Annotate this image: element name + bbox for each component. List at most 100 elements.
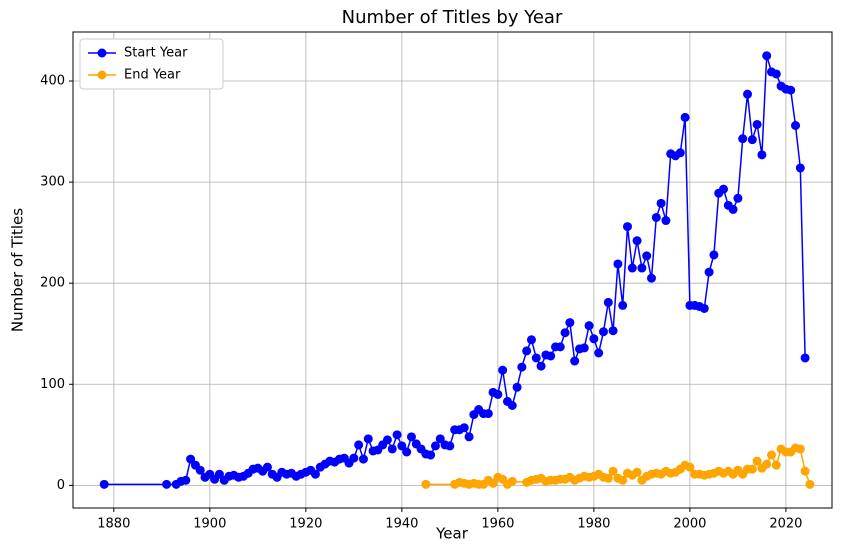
- legend-marker: [97, 70, 107, 80]
- data-point: [747, 135, 757, 145]
- data-point: [767, 450, 777, 460]
- data-point: [445, 441, 455, 451]
- data-point: [522, 346, 532, 356]
- data-point: [531, 353, 541, 363]
- data-point: [186, 454, 196, 464]
- data-point: [743, 89, 753, 99]
- data-point: [791, 121, 801, 131]
- data-point: [555, 342, 565, 352]
- data-point: [310, 469, 320, 479]
- data-point: [162, 479, 172, 489]
- data-point: [488, 478, 498, 488]
- x-tick-label: 1940: [385, 517, 418, 532]
- data-point: [358, 454, 368, 464]
- data-point: [786, 85, 796, 95]
- data-point: [570, 356, 580, 366]
- data-point: [680, 112, 690, 122]
- data-point: [685, 462, 695, 472]
- data-point: [397, 441, 407, 451]
- chart-title: Number of Titles by Year: [342, 7, 563, 28]
- data-point: [800, 353, 810, 363]
- data-point: [805, 479, 815, 489]
- data-point: [579, 343, 589, 353]
- data-point: [262, 462, 272, 472]
- data-point: [430, 441, 440, 451]
- series-line: [104, 55, 806, 486]
- x-tick-label: 1900: [193, 517, 226, 532]
- y-tick-label: 400: [40, 74, 65, 89]
- x-tick-label: 2000: [673, 517, 706, 532]
- x-tick-label: 1960: [481, 517, 514, 532]
- data-point: [632, 467, 642, 477]
- x-axis-label: Year: [435, 525, 469, 543]
- data-point: [349, 453, 359, 463]
- data-point: [795, 163, 805, 173]
- data-point: [738, 134, 748, 144]
- data-point: [536, 361, 546, 371]
- data-point: [608, 466, 618, 476]
- data-point: [646, 273, 656, 283]
- data-point: [757, 150, 767, 160]
- data-point: [613, 259, 623, 269]
- data-point: [584, 321, 594, 331]
- legend-marker: [97, 48, 107, 58]
- data-point: [618, 475, 628, 485]
- data-point: [771, 460, 781, 470]
- legend-label: Start Year: [124, 46, 188, 61]
- data-point: [507, 476, 517, 486]
- data-point: [195, 465, 205, 475]
- data-point: [435, 434, 445, 444]
- data-point: [603, 473, 613, 483]
- data-point: [181, 475, 191, 485]
- data-point: [565, 318, 575, 328]
- y-axis-label: Number of Titles: [9, 208, 27, 332]
- data-point: [214, 469, 224, 479]
- data-point: [517, 362, 527, 372]
- data-point: [795, 444, 805, 454]
- y-tick-label: 100: [40, 377, 65, 392]
- plot-frame: [72, 31, 833, 509]
- data-point: [526, 335, 536, 345]
- data-point: [608, 326, 618, 336]
- data-point: [728, 204, 738, 214]
- data-point: [392, 430, 402, 440]
- data-point: [675, 148, 685, 158]
- data-point: [800, 466, 810, 476]
- data-point: [589, 334, 599, 344]
- data-point: [498, 365, 508, 375]
- data-point: [483, 409, 493, 419]
- data-point: [709, 250, 719, 260]
- data-point: [719, 184, 729, 194]
- data-point: [771, 69, 781, 79]
- data-point: [603, 297, 613, 307]
- data-point: [560, 328, 570, 338]
- data-point: [618, 300, 628, 310]
- data-point: [704, 267, 714, 277]
- data-point: [661, 216, 671, 226]
- data-point: [363, 434, 373, 444]
- data-point: [354, 440, 364, 450]
- data-point: [642, 251, 652, 261]
- data-point: [426, 450, 436, 460]
- y-tick-label: 0: [57, 478, 65, 493]
- data-point: [546, 351, 556, 361]
- data-point: [387, 444, 397, 454]
- data-point: [512, 382, 522, 392]
- data-point: [637, 263, 647, 273]
- data-point: [459, 423, 469, 433]
- data-point: [632, 236, 642, 246]
- data-point: [598, 327, 608, 337]
- legend-box: [79, 38, 224, 90]
- y-tick-label: 200: [40, 276, 65, 291]
- x-tick-label: 1920: [289, 517, 322, 532]
- data-point: [622, 222, 632, 232]
- data-point: [752, 119, 762, 129]
- data-point: [699, 303, 709, 313]
- data-point: [99, 479, 109, 489]
- legend: Start Year End Year: [79, 38, 224, 90]
- data-point: [421, 479, 431, 489]
- data-point: [406, 432, 416, 442]
- data-point: [651, 212, 661, 222]
- data-point: [402, 447, 412, 457]
